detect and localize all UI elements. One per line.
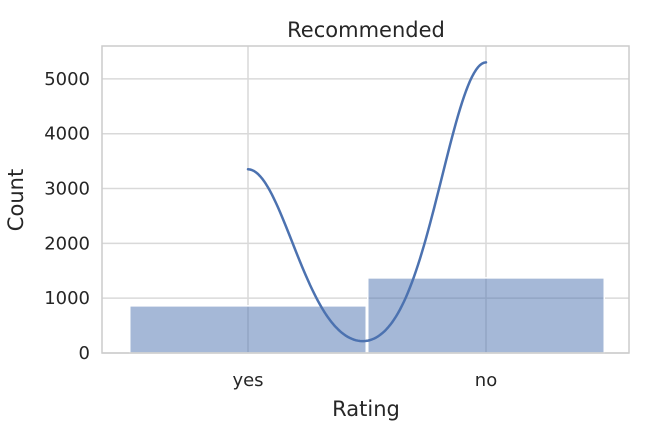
y-tick-label-2: 2000	[44, 233, 90, 254]
x-tick-label-yes: yes	[232, 370, 263, 391]
plot-frame	[101, 45, 630, 354]
y-tick-label-3: 3000	[44, 179, 90, 200]
bar-yes	[129, 305, 367, 354]
x-axis-label: Rating	[332, 397, 400, 421]
y-tick-label-1: 1000	[44, 288, 90, 309]
bar-no	[367, 277, 605, 354]
chart-title: Recommended	[287, 18, 445, 42]
y-tick-label-4: 4000	[44, 124, 90, 145]
y-tick-label-0: 0	[79, 343, 90, 364]
y-axis-label: Count	[4, 169, 28, 231]
kde-line	[246, 61, 488, 343]
kde-curve-group	[246, 61, 488, 343]
grid-lines	[102, 46, 629, 354]
y-tick-labels: 0 1000 2000 3000 4000 5000	[44, 69, 90, 364]
x-tick-label-no: no	[475, 370, 497, 391]
x-tick-labels: yes no	[232, 370, 497, 391]
y-tick-label-5: 5000	[44, 69, 90, 90]
